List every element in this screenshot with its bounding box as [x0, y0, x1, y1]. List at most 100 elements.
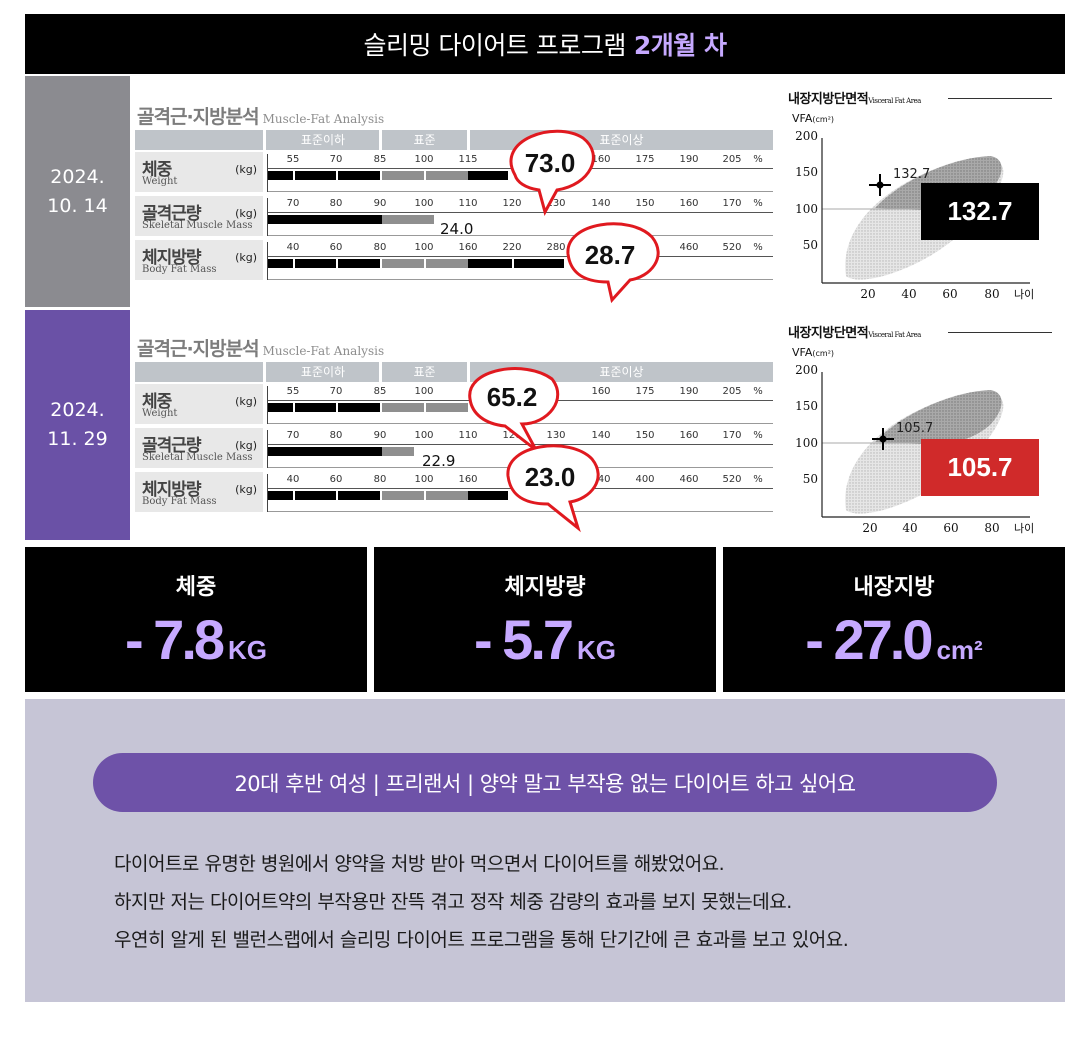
- row-scale: 70 80 90 100 110 120 130 140 150 160 170% 24.0: [267, 198, 773, 238]
- visceral-fat-area-2: 내장지방단면적Visceral Fat Area VFA(cm²) 200 15…: [780, 320, 1060, 540]
- review-line: 하지만 저는 다이어트약의 부작용만 잔뜩 겪고 정작 체중 감량의 효과를 보…: [114, 891, 792, 913]
- scale-tick: 100: [414, 154, 434, 165]
- row-label-en: Skeletal Muscle Mass: [142, 452, 253, 463]
- scale-tick: 55: [286, 154, 300, 165]
- scale-tick: 205: [722, 154, 742, 165]
- row-label: 골격근량: [142, 436, 202, 456]
- scale-tick: 160: [679, 198, 699, 209]
- stat-number: - 5.7: [473, 608, 574, 671]
- vfa-plot: 200 150 100 50 20 40 60 80 나이 105.7: [795, 363, 1034, 535]
- scale-tick: 60: [329, 242, 343, 253]
- scale-tick: 190: [679, 386, 699, 397]
- row-label: 체지방량: [142, 248, 202, 268]
- date-year: 2024.: [50, 399, 105, 421]
- program-header: 슬리밍 다이어트 프로그램 2개월 차: [25, 14, 1065, 74]
- scale-tick: 80: [329, 430, 343, 441]
- y-tick: 50: [803, 472, 818, 486]
- row-scale: 55 70 85 100 160 175 190 205%: [267, 386, 773, 424]
- stat-value: - 5.7 KG: [374, 607, 716, 672]
- scale-tick: 220: [502, 242, 522, 253]
- row-weight: 체중 Weight (kg) 55 70 85 100 160 175 190 205%: [135, 384, 773, 425]
- scale-tick: 90: [373, 430, 387, 441]
- vfa-value-box: 132.7: [921, 183, 1039, 240]
- x-tick: 20: [860, 287, 875, 301]
- vfa-title-en: Visceral Fat Area: [868, 331, 921, 339]
- range-standard: 표준: [413, 133, 436, 147]
- scale-tick: 100: [414, 430, 434, 441]
- y-tick: 150: [795, 165, 818, 179]
- row-body-fat: 체지방량 Body Fat Mass (kg) 40 60 80 100 160 220 280…: [135, 240, 773, 281]
- x-tick: 20: [862, 521, 877, 535]
- row-skeletal-muscle: 골격근량 Skeletal Muscle Mass (kg) 70 80 90 100 11…: [135, 196, 773, 238]
- mfa-title: 골격근·지방분석 Muscle-Fat Analysis: [137, 338, 385, 360]
- vfa-axis-label: VFA(cm²): [792, 346, 835, 359]
- x-tick: 40: [901, 287, 916, 301]
- stat-unit: cm²: [936, 635, 983, 665]
- muscle-fat-analysis-1: 골격근·지방분석 Muscle-Fat Analysis 표준이하 표준 표준이상…: [135, 90, 775, 310]
- vfa-point-marker: [872, 428, 894, 450]
- row-scale: 55 70 85 100 115 160 175 190 205%: [267, 154, 773, 192]
- row-label-en: Weight: [142, 408, 178, 419]
- scale-tick: 170: [722, 430, 742, 441]
- scale-tick: %: [753, 198, 763, 209]
- session-date-2: 2024. 11. 29: [25, 310, 130, 540]
- scale-tick: 100: [414, 386, 434, 397]
- range-below: 표준이하: [300, 133, 346, 147]
- row-label: 체중: [142, 160, 172, 180]
- session-date-1: 2024. 10. 14: [25, 76, 130, 307]
- scale-tick: 70: [329, 386, 343, 397]
- mfa-title: 골격근·지방분석 Muscle-Fat Analysis: [137, 106, 385, 128]
- scale-tick: 170: [722, 198, 742, 209]
- row-unit: (kg): [235, 439, 257, 452]
- mfa-range-header: 표준이하 표준 표준이상: [135, 130, 773, 150]
- row-skeletal-muscle: 골격근량 Skeletal Muscle Mass (kg) 70 80 90 100 11…: [135, 428, 773, 470]
- row-weight: 체중 Weight (kg) 55 70 85 100 115 160 175 190 205%: [135, 152, 773, 193]
- scale-tick: 55: [286, 386, 300, 397]
- scale-tick: %: [753, 154, 763, 165]
- scale-tick: 40: [286, 474, 300, 485]
- review-line: 우연히 알게 된 밸런스랩에서 슬리밍 다이어트 프로그램을 통해 단기간에 큰…: [114, 929, 849, 951]
- scale-tick: 120: [502, 198, 522, 209]
- vfa-axis-unit: (cm²): [812, 115, 835, 124]
- scale-tick: 80: [373, 242, 387, 253]
- scale-tick: 140: [591, 198, 611, 209]
- row-unit: (kg): [235, 163, 257, 176]
- row-label-en: Weight: [142, 176, 178, 187]
- row-label-en: Body Fat Mass: [142, 496, 217, 507]
- x-tick: 80: [984, 287, 999, 301]
- scale-tick: 175: [635, 386, 655, 397]
- vfa-title: 내장지방단면적Visceral Fat Area: [788, 92, 921, 107]
- row-label: 골격근량: [142, 204, 202, 224]
- stat-fat-change: 체지방량 - 5.7 KG: [374, 547, 716, 692]
- review-line: 다이어트로 유명한 병원에서 양약을 처방 받아 먹으면서 다이어트를 해봤었어…: [114, 853, 725, 875]
- scale-tick: 90: [373, 198, 387, 209]
- stat-unit: KG: [228, 635, 268, 665]
- scale-tick: 70: [286, 198, 300, 209]
- stat-label: 체중: [175, 575, 217, 600]
- y-tick: 200: [795, 363, 818, 377]
- scale-tick: 140: [591, 430, 611, 441]
- row-label-en: Skeletal Muscle Mass: [142, 220, 253, 231]
- x-tick: 40: [902, 521, 917, 535]
- vfa-title-en: Visceral Fat Area: [868, 97, 921, 105]
- y-tick: 200: [795, 129, 818, 143]
- scale-tick: 160: [458, 242, 478, 253]
- scale-tick: 100: [414, 474, 434, 485]
- scale-tick: 160: [591, 154, 611, 165]
- row-body-fat: 체지방량 Body Fat Mass (kg) 40 60 80 100 160 340 400…: [135, 472, 773, 513]
- row-label: 체중: [142, 392, 172, 412]
- scale-tick: %: [753, 242, 763, 253]
- scale-tick: 130: [546, 430, 566, 441]
- row-unit: (kg): [235, 251, 257, 264]
- scale-tick: 460: [679, 474, 699, 485]
- stat-number: - 7.8: [124, 608, 225, 671]
- scale-tick: 70: [329, 154, 343, 165]
- skeletal-muscle-value: 24.0: [440, 220, 474, 238]
- skeletal-muscle-value: 22.9: [422, 452, 456, 470]
- scale-tick: 205: [722, 386, 742, 397]
- stat-value: - 27.0 cm²: [723, 607, 1065, 672]
- stat-unit: KG: [577, 635, 617, 665]
- row-scale: 40 60 80 100 160 220 280 460 520%: [267, 242, 773, 280]
- vfa-title: 내장지방단면적Visceral Fat Area: [788, 326, 921, 341]
- scale-tick: 80: [329, 198, 343, 209]
